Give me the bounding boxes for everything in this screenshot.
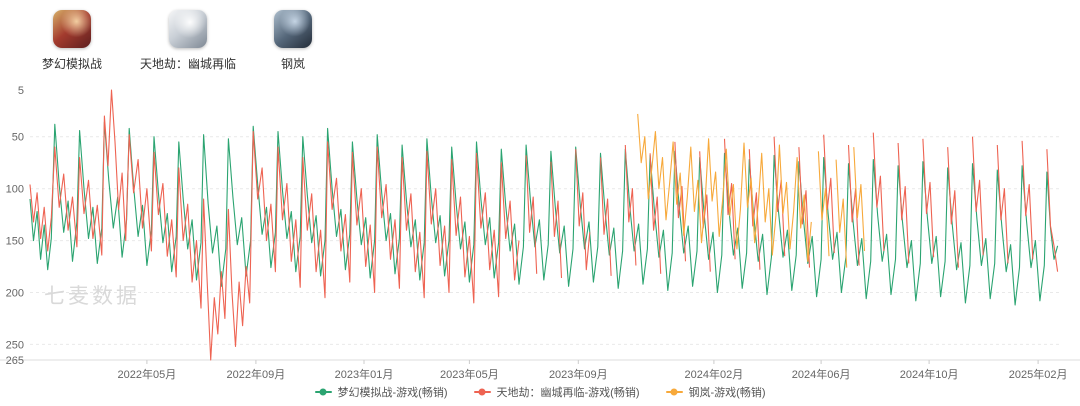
- x-tick-label: 2025年02月: [1009, 367, 1068, 381]
- legend-line-marker-red: [473, 388, 491, 396]
- legend-label: 天地劫：幽城再临-游戏(畅销): [496, 387, 640, 399]
- tiandijie-app-icon[interactable]: [169, 10, 208, 48]
- y-tick-label: 265: [6, 355, 24, 367]
- app-entry-langrisser[interactable]: 梦幻模拟战: [42, 10, 102, 72]
- chart-legend: 梦幻模拟战-游戏(畅销) 天地劫：幽城再临-游戏(畅销) 钢岚-游戏(畅销): [0, 384, 1080, 400]
- y-tick-label: 100: [6, 184, 24, 196]
- langrisser-app-icon[interactable]: [53, 10, 91, 48]
- x-tick-label: 2022年09月: [227, 367, 286, 381]
- x-tick-label: 2024年02月: [685, 367, 744, 381]
- ganglan-app-icon[interactable]: [274, 10, 313, 48]
- legend-item-tiandijie[interactable]: 天地劫：幽城再临-游戏(畅销): [473, 384, 640, 400]
- x-tick-label: 2024年10月: [900, 367, 959, 381]
- legend-label: 梦幻模拟战-游戏(畅销): [337, 387, 448, 399]
- app-entry-ganglan[interactable]: 钢岚: [274, 10, 313, 72]
- y-tick-label: 250: [6, 339, 24, 351]
- tiandijie-app-name[interactable]: 天地劫：幽城再临: [140, 57, 237, 71]
- series-lines: [29, 89, 1059, 361]
- x-axis-labels: 2022年05月 2022年09月 2023年01月 2023年05月 2023年09月…: [118, 367, 1068, 381]
- x-tick-label: 2022年05月: [118, 367, 177, 381]
- y-tick-label: 50: [12, 132, 24, 144]
- y-tick-label: 5: [18, 85, 24, 97]
- x-tick-label: 2023年01月: [335, 367, 394, 381]
- ganglan-app-name[interactable]: 钢岚: [281, 57, 306, 71]
- x-tick-label: 2023年09月: [549, 367, 608, 381]
- series-line-0: [29, 121, 1059, 306]
- y-axis-labels: 5 50 100 150 200 250 265: [6, 85, 24, 367]
- y-tick-label: 150: [6, 236, 24, 248]
- series-line-2: [637, 113, 866, 268]
- langrisser-app-name[interactable]: 梦幻模拟战: [42, 57, 103, 71]
- legend-item-langrisser[interactable]: 梦幻模拟战-游戏(畅销): [314, 384, 448, 400]
- app-entry-tiandijie[interactable]: 天地劫：幽城再临: [140, 10, 236, 72]
- legend-item-ganglan[interactable]: 钢岚-游戏(畅销): [665, 384, 766, 400]
- y-tick-label: 200: [6, 288, 24, 300]
- legend-label: 钢岚-游戏(畅销): [688, 387, 766, 399]
- series-line-1: [29, 89, 1059, 361]
- compared-apps-header: 梦幻模拟战 天地劫：幽城再临 钢岚: [42, 10, 313, 72]
- gridlines: [0, 136, 1080, 364]
- x-tick-label: 2023年05月: [440, 367, 499, 381]
- legend-line-marker-green: [314, 388, 332, 396]
- legend-line-marker-orange: [665, 388, 683, 396]
- x-tick-label: 2024年06月: [792, 367, 851, 381]
